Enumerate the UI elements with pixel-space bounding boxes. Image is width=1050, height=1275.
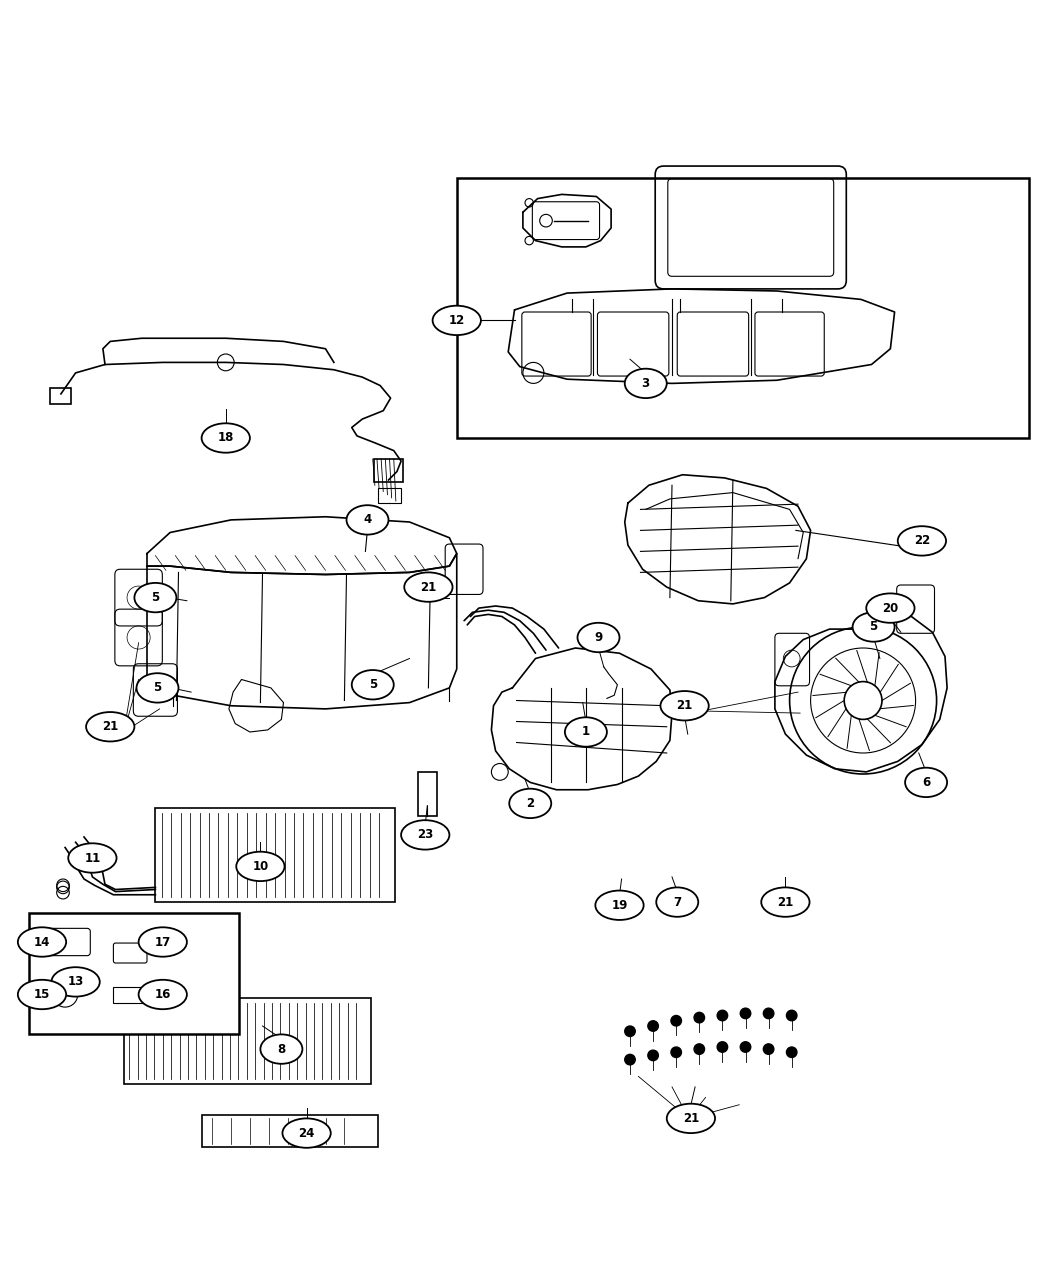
Circle shape	[717, 1010, 728, 1021]
Ellipse shape	[905, 768, 947, 797]
Text: 4: 4	[363, 514, 372, 527]
Ellipse shape	[86, 711, 134, 742]
Ellipse shape	[139, 927, 187, 956]
Circle shape	[740, 1009, 751, 1019]
Ellipse shape	[625, 368, 667, 398]
Ellipse shape	[236, 852, 285, 881]
Ellipse shape	[51, 968, 100, 997]
Text: 5: 5	[151, 592, 160, 604]
Ellipse shape	[656, 887, 698, 917]
Text: 21: 21	[777, 895, 794, 909]
Circle shape	[694, 1012, 705, 1023]
Text: 21: 21	[102, 720, 119, 733]
Circle shape	[625, 1026, 635, 1037]
Ellipse shape	[352, 671, 394, 700]
Bar	[124, 997, 371, 1084]
Circle shape	[740, 1042, 751, 1052]
Ellipse shape	[595, 890, 644, 921]
Ellipse shape	[578, 622, 619, 653]
Circle shape	[763, 1044, 774, 1054]
Ellipse shape	[853, 612, 895, 641]
Bar	[155, 807, 395, 903]
Text: 11: 11	[84, 852, 101, 864]
Text: 21: 21	[420, 580, 437, 594]
Ellipse shape	[68, 843, 117, 872]
Text: 3: 3	[642, 377, 650, 390]
Text: 7: 7	[673, 895, 681, 909]
Circle shape	[671, 1015, 681, 1026]
Circle shape	[671, 1047, 681, 1057]
Text: 2: 2	[526, 797, 534, 810]
Circle shape	[717, 1042, 728, 1052]
Circle shape	[648, 1021, 658, 1031]
Text: 23: 23	[417, 829, 434, 842]
Ellipse shape	[433, 306, 481, 335]
Ellipse shape	[401, 820, 449, 849]
Ellipse shape	[761, 887, 810, 917]
Text: 9: 9	[594, 631, 603, 644]
Text: 20: 20	[882, 602, 899, 615]
Bar	[374, 459, 403, 482]
Ellipse shape	[404, 572, 453, 602]
Text: 16: 16	[154, 988, 171, 1001]
Ellipse shape	[18, 979, 66, 1010]
Bar	[418, 771, 437, 816]
Text: 5: 5	[369, 678, 377, 691]
Bar	[378, 488, 401, 504]
Ellipse shape	[260, 1034, 302, 1063]
Ellipse shape	[18, 927, 66, 956]
Text: 13: 13	[67, 975, 84, 988]
Text: 12: 12	[448, 314, 465, 326]
Circle shape	[786, 1047, 797, 1057]
Ellipse shape	[346, 505, 388, 534]
Circle shape	[625, 1054, 635, 1065]
Ellipse shape	[139, 979, 187, 1010]
Text: 6: 6	[922, 776, 930, 789]
Bar	[457, 177, 1029, 439]
Text: 1: 1	[582, 725, 590, 738]
Text: 15: 15	[34, 988, 50, 1001]
Text: 8: 8	[277, 1043, 286, 1056]
Ellipse shape	[898, 527, 946, 556]
Text: 21: 21	[682, 1112, 699, 1125]
Circle shape	[786, 1010, 797, 1021]
Bar	[202, 1116, 378, 1146]
Ellipse shape	[660, 691, 709, 720]
Ellipse shape	[136, 673, 178, 703]
Text: 24: 24	[298, 1127, 315, 1140]
Circle shape	[648, 1051, 658, 1061]
Bar	[29, 913, 239, 1034]
Ellipse shape	[667, 1104, 715, 1133]
Text: 17: 17	[154, 936, 171, 949]
Ellipse shape	[565, 718, 607, 747]
Text: 5: 5	[153, 681, 162, 695]
Ellipse shape	[282, 1118, 331, 1148]
Bar	[50, 388, 71, 404]
Bar	[113, 987, 145, 1003]
Circle shape	[694, 1044, 705, 1054]
Text: 21: 21	[676, 699, 693, 713]
Circle shape	[763, 1009, 774, 1019]
Ellipse shape	[509, 789, 551, 819]
Ellipse shape	[866, 593, 915, 622]
Text: 18: 18	[217, 431, 234, 445]
Text: 19: 19	[611, 899, 628, 912]
Ellipse shape	[134, 583, 176, 612]
Text: 14: 14	[34, 936, 50, 949]
Text: 22: 22	[914, 534, 930, 547]
Ellipse shape	[202, 423, 250, 453]
Text: 10: 10	[252, 859, 269, 873]
Text: 5: 5	[869, 621, 878, 634]
